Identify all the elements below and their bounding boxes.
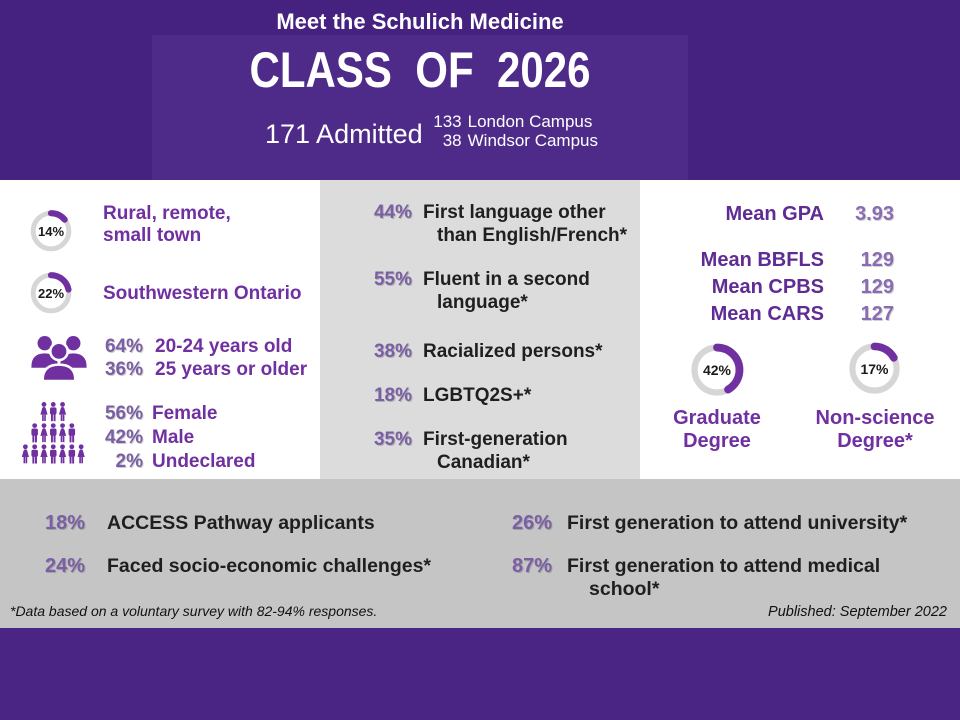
southwestern-label: Southwestern Ontario	[103, 283, 302, 304]
middle-column-panel	[320, 180, 640, 479]
mean-row: Mean CARS 127	[710, 303, 894, 325]
stat-row: 38% Racialized persons*	[373, 341, 603, 362]
donut-chart-nonscience-degree: 17%	[846, 340, 903, 397]
london-label: London Campus	[467, 112, 593, 131]
donut-arc	[690, 343, 744, 397]
stat-row: 42% Male	[104, 427, 195, 448]
stat-row: 18% ACCESS Pathway applicants	[44, 512, 375, 534]
graduate-degree-label: Graduate Degree	[673, 407, 761, 452]
rural-label: Rural, remote, small town	[103, 203, 231, 246]
stat-row: 36% 25 years or older	[104, 358, 308, 380]
mean-row: Mean GPA 3.93	[725, 203, 894, 225]
donut-value-label: 14%	[37, 223, 65, 239]
stat-row: 44% First language other than English/Fre…	[373, 202, 628, 246]
survey-footnote: *Data based on a voluntary survey with 8…	[10, 603, 378, 619]
admitted-count: 171 Admitted	[265, 119, 423, 149]
donut-value-label: 42%	[702, 362, 732, 378]
gender-stats: 56% Female 42% Male 2% Undeclared	[100, 402, 256, 474]
header-band: Meet the Schulich Medicine CLASS OF 2026…	[0, 0, 960, 180]
people-group-icon	[31, 336, 87, 381]
donut-arc	[848, 342, 901, 395]
donut-chart-rural: 14%	[28, 208, 74, 254]
stat-row: 24% Faced socio-economic challenges*	[44, 555, 432, 577]
mean-row: Mean BBFLS 129	[700, 249, 894, 271]
windsor-count: 38	[442, 131, 462, 150]
header-inner-panel	[152, 35, 688, 180]
london-count: 133	[433, 112, 462, 131]
admitted-summary: 171 Admitted 133 London Campus 38 Windso…	[265, 112, 598, 150]
campus-breakdown: 133 London Campus 38 Windsor Campus	[432, 112, 598, 150]
nonscience-degree-label: Non-science Degree*	[815, 407, 935, 452]
windsor-label: Windsor Campus	[467, 131, 598, 150]
published-date: Published: September 2022	[768, 604, 947, 620]
mean-scores: Mean GPA 3.93 Mean BBFLS 129 Mean CPBS 1…	[700, 201, 894, 328]
band-left-stats: 18% ACCESS Pathway applicants 24% Faced …	[40, 512, 431, 598]
band-right-stats: 26% First generation to attend universit…	[512, 512, 907, 621]
stat-row: 18% LGBTQ2S+*	[373, 385, 532, 406]
donut-value-label: 22%	[37, 285, 65, 301]
stat-row: 64% 20-24 years old	[104, 336, 293, 357]
donut-arc	[30, 210, 72, 252]
campus-line-london: 133 London Campus	[432, 112, 598, 131]
stat-row: 56% Female	[104, 403, 218, 424]
mean-row: Mean CPBS 129	[711, 276, 894, 298]
stat-row: 55% Fluent in a second language*	[373, 269, 590, 313]
footer-band: S Schulich MEDICINE & DENTISTRY Western	[0, 628, 960, 720]
bottom-stats-band	[0, 479, 960, 628]
stat-row: 26% First generation to attend universit…	[512, 512, 908, 534]
crowd-icon	[21, 402, 85, 464]
age-stats: 64% 20-24 years old 36% 25 years or olde…	[103, 336, 307, 381]
donut-arc	[30, 272, 72, 314]
diversity-stats: 44% First language other than English/Fre…	[352, 201, 627, 495]
campus-line-windsor: 38 Windsor Campus	[432, 131, 598, 150]
page-title: CLASS OF 2026	[249, 42, 591, 98]
donut-chart-graduate-degree: 42%	[688, 341, 746, 399]
stat-row: 2% Undeclared	[115, 451, 256, 472]
stat-row: 87% First generation to attend medical sc…	[512, 555, 881, 600]
stat-row: 35% First-generation Canadian*	[373, 429, 568, 473]
header-subtitle: Meet the Schulich Medicine	[276, 9, 564, 34]
donut-chart-southwestern: 22%	[28, 270, 74, 316]
donut-value-label: 17%	[860, 360, 889, 377]
